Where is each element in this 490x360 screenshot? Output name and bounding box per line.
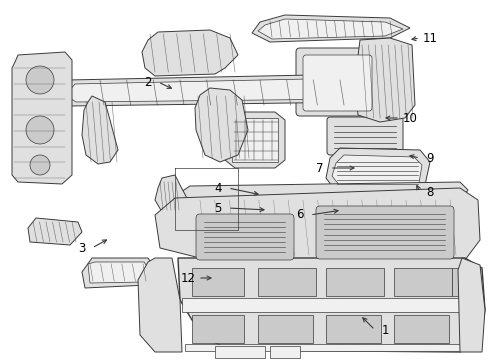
Text: 3: 3: [78, 242, 86, 255]
Polygon shape: [195, 88, 248, 162]
Bar: [182, 298, 480, 312]
Text: 2: 2: [144, 76, 152, 89]
Circle shape: [30, 155, 50, 175]
Polygon shape: [225, 112, 285, 168]
Text: 6: 6: [296, 208, 304, 221]
Text: 10: 10: [403, 112, 417, 125]
Text: 8: 8: [426, 185, 434, 198]
Bar: [326, 315, 381, 343]
Bar: [215, 346, 265, 358]
FancyBboxPatch shape: [296, 48, 379, 116]
Circle shape: [26, 66, 54, 94]
Bar: [258, 268, 316, 296]
Polygon shape: [60, 74, 375, 106]
Polygon shape: [138, 258, 182, 352]
Text: 1: 1: [381, 324, 389, 337]
Polygon shape: [67, 78, 368, 102]
Bar: [326, 268, 384, 296]
Polygon shape: [332, 155, 422, 188]
Text: 11: 11: [422, 31, 438, 45]
FancyBboxPatch shape: [316, 206, 454, 259]
Bar: [258, 315, 313, 343]
Polygon shape: [258, 19, 403, 39]
Text: 4: 4: [214, 181, 222, 194]
Polygon shape: [12, 52, 72, 184]
FancyBboxPatch shape: [327, 117, 403, 155]
Text: 12: 12: [180, 271, 196, 284]
Circle shape: [26, 116, 54, 144]
Bar: [192, 315, 244, 343]
FancyBboxPatch shape: [303, 55, 372, 111]
Polygon shape: [28, 218, 82, 245]
Polygon shape: [155, 188, 480, 265]
Polygon shape: [155, 175, 188, 215]
Polygon shape: [88, 262, 149, 283]
Polygon shape: [82, 96, 118, 164]
Polygon shape: [252, 15, 410, 42]
FancyBboxPatch shape: [196, 214, 294, 260]
Polygon shape: [178, 258, 485, 352]
Text: 5: 5: [214, 202, 221, 215]
Bar: [185, 344, 480, 351]
Bar: [270, 346, 300, 358]
Bar: [452, 268, 478, 296]
Polygon shape: [458, 258, 485, 352]
Bar: [192, 268, 244, 296]
Text: 9: 9: [426, 152, 434, 165]
Polygon shape: [175, 182, 468, 204]
Bar: [394, 315, 449, 343]
Bar: [394, 268, 452, 296]
Polygon shape: [82, 258, 155, 288]
Text: 7: 7: [316, 162, 324, 175]
Bar: [232, 118, 278, 162]
Polygon shape: [355, 38, 415, 122]
Polygon shape: [142, 30, 238, 76]
Polygon shape: [326, 148, 430, 192]
